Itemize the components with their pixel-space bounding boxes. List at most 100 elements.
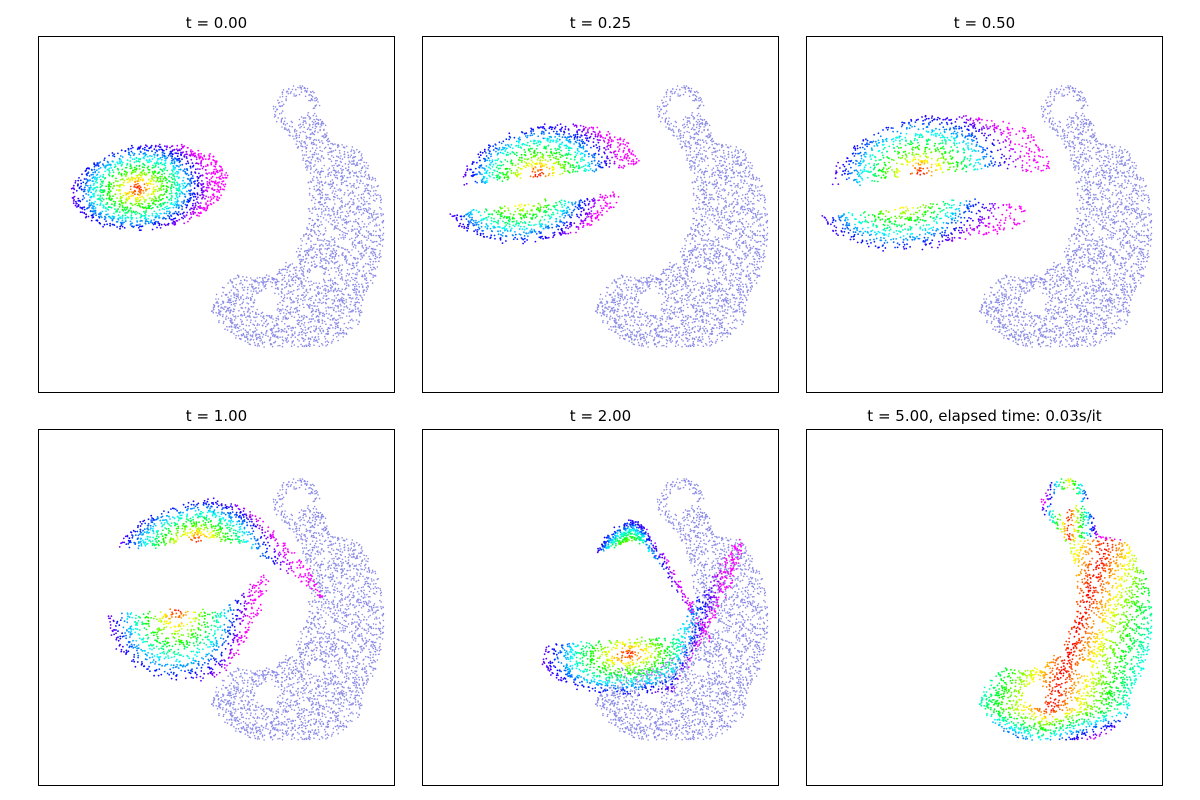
scatter-point (170, 203, 173, 205)
scatter-point (662, 308, 665, 311)
scatter-point (309, 156, 311, 158)
scatter-point (358, 200, 360, 202)
scatter-point (181, 191, 184, 194)
scatter-point (151, 150, 153, 152)
scatter-point (609, 315, 612, 318)
scatter-point (252, 323, 254, 326)
scatter-point (317, 309, 320, 312)
scatter-point (300, 258, 303, 261)
scatter-point (319, 146, 321, 148)
scatter-point (94, 190, 97, 193)
scatter-point (641, 292, 643, 294)
scatter-point (286, 305, 289, 308)
scatter-point (331, 319, 334, 321)
scatter-point (83, 186, 86, 189)
scatter-point (242, 301, 244, 303)
scatter-point (339, 188, 341, 190)
scatter-point (316, 213, 319, 216)
scatter-point (202, 186, 204, 189)
scatter-point (344, 288, 346, 291)
scatter-point (305, 163, 307, 165)
scatter-point (223, 188, 225, 191)
scatter-point (682, 140, 685, 143)
scatter-point (351, 249, 353, 251)
scatter-point (144, 223, 147, 225)
scatter-point (163, 176, 166, 179)
scatter-point (277, 327, 280, 330)
scatter-point (321, 223, 323, 226)
scatter-point (302, 287, 304, 289)
scatter-point (243, 335, 246, 338)
scatter-point (182, 217, 185, 220)
scatter-point (347, 163, 350, 166)
scatter-point (200, 189, 203, 192)
scatter-point (301, 270, 304, 273)
scatter-point (272, 277, 275, 280)
scatter-point (367, 203, 370, 205)
scatter-point (378, 260, 380, 263)
scatter-point (281, 274, 283, 277)
scatter-point (203, 207, 206, 209)
scatter-point (121, 205, 124, 207)
scatter-point (667, 323, 670, 325)
scatter-point (192, 195, 195, 198)
scatter-point (324, 292, 327, 295)
scatter-point (104, 165, 107, 167)
scatter-point (289, 297, 291, 300)
scatter-point (251, 293, 254, 296)
scatter-point (177, 190, 180, 192)
scatter-point (271, 345, 274, 348)
scatter-point (240, 338, 242, 340)
scatter-point (243, 289, 245, 291)
scatter-point (337, 289, 339, 292)
scatter-point (367, 286, 370, 288)
scatter-point (158, 209, 161, 211)
scatter-point (117, 152, 119, 155)
scatter-point (352, 174, 355, 177)
scatter-point (101, 184, 104, 187)
scatter-point (235, 324, 238, 327)
scatter-point (332, 334, 335, 337)
scatter-point (361, 286, 364, 289)
scatter-point (201, 167, 204, 170)
scatter-point (274, 106, 277, 108)
scatter-point (655, 321, 658, 323)
scatter-point (306, 276, 309, 279)
scatter-point (171, 181, 174, 184)
scatter-point (355, 277, 357, 280)
scatter-point (236, 326, 239, 329)
scatter-point (323, 259, 326, 261)
scatter-point (271, 281, 274, 284)
scatter-point (700, 292, 703, 294)
scatter-point (234, 315, 237, 318)
scatter-point (310, 311, 313, 314)
scatter-point (184, 203, 187, 206)
scatter-point (114, 202, 116, 205)
scatter-point (307, 208, 310, 210)
scatter-point (320, 311, 322, 314)
scatter-point (299, 254, 302, 257)
scatter-point (710, 244, 713, 247)
scatter-point (189, 190, 191, 193)
scatter-point (370, 247, 373, 250)
scatter-point (287, 317, 290, 320)
scatter-point (206, 205, 209, 208)
scatter-point (324, 290, 327, 292)
scatter-point (181, 182, 184, 185)
scatter-point (727, 150, 730, 153)
scatter-point (315, 208, 318, 210)
scatter-point (220, 310, 222, 313)
scatter-point (701, 101, 703, 103)
scatter-point (257, 282, 259, 284)
scatter-point (362, 266, 365, 268)
scatter-point (308, 342, 311, 345)
scatter-point (333, 187, 336, 190)
scatter-point (359, 163, 361, 165)
scatter-point (300, 125, 303, 128)
scatter-point (328, 210, 330, 212)
scatter-point (170, 187, 173, 190)
scatter-point (313, 302, 315, 305)
scatter-point (119, 225, 122, 228)
scatter-point (166, 189, 168, 192)
scatter-point (153, 210, 156, 213)
